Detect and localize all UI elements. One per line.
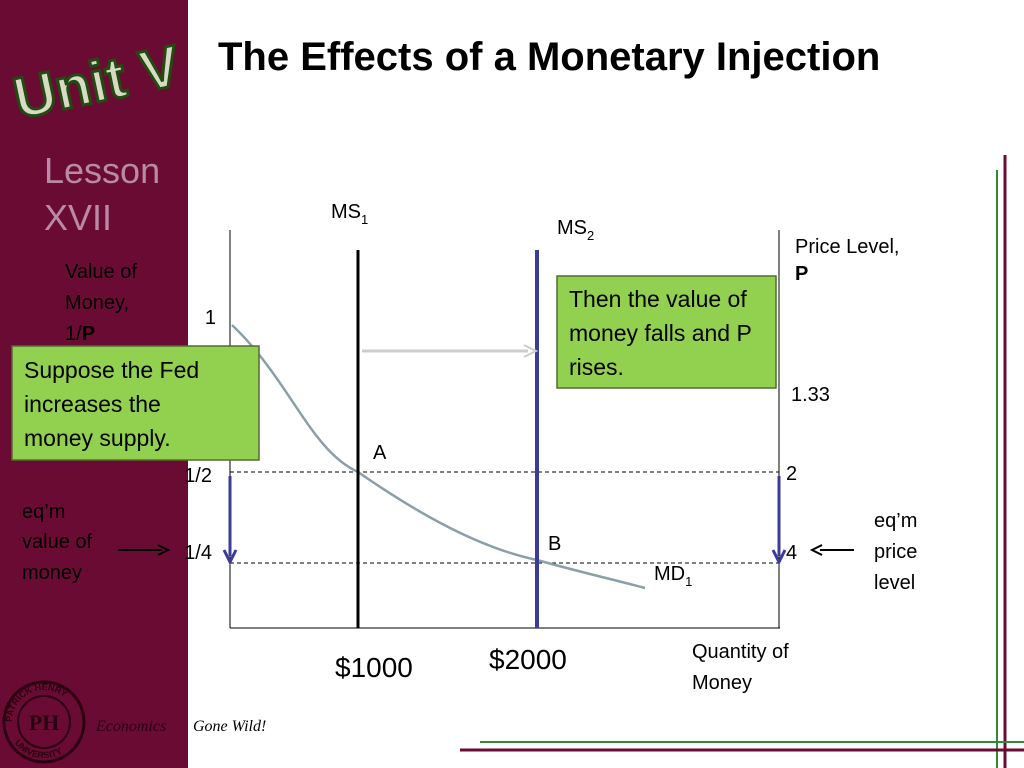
text-part: 1 <box>685 574 692 589</box>
seal-center: PH <box>29 710 60 735</box>
axis-label: Quantity of <box>692 641 789 663</box>
text-part: 1/ <box>65 323 82 345</box>
seal <box>2 680 86 764</box>
axis-label: P <box>795 263 808 285</box>
axis-label: Money, <box>65 292 129 314</box>
lesson: Lesson <box>44 150 160 191</box>
pointer-arrow <box>809 544 823 556</box>
seal <box>17 695 71 749</box>
eqm-price: level <box>874 572 915 594</box>
text-part: MS <box>331 201 361 223</box>
eqm-value: eq’m <box>22 501 65 523</box>
axis-label: Value of <box>65 261 137 283</box>
money-demand-curve <box>231 324 646 590</box>
tick-label: 1 <box>205 307 216 329</box>
down-arrow <box>771 549 787 566</box>
lesson: XVII <box>44 197 112 238</box>
callout-text: increases the <box>24 391 161 417</box>
tick-label: 1/4 <box>184 542 212 564</box>
callout <box>556 275 777 389</box>
eqm-price: eq’m <box>874 510 917 532</box>
md1-label: MD1 <box>654 563 692 589</box>
axis-label: 1/P <box>65 323 95 345</box>
text-part: P <box>82 323 95 345</box>
down-arrow <box>222 549 238 566</box>
callout-text: Then the value of <box>569 286 747 312</box>
pointer-arrow <box>157 544 171 556</box>
text-part: 2 <box>587 228 594 243</box>
quantity-label: $2000 <box>489 644 567 675</box>
ms1-label: MS1 <box>331 201 368 227</box>
brand: Economics <box>95 718 166 735</box>
eqm-value: value of <box>22 531 92 553</box>
shift-arrow <box>523 344 539 358</box>
axis-label: Money <box>692 672 752 694</box>
ms2-label: MS2 <box>557 217 594 243</box>
eqm-value: money <box>22 562 82 584</box>
point-label: A <box>373 442 387 464</box>
callout-text: Suppose the Fed <box>24 357 199 383</box>
tick-label: 4 <box>786 542 797 564</box>
eqm-price: price <box>874 541 917 563</box>
text-part: MD <box>654 563 685 585</box>
callout-text: rises. <box>569 354 624 380</box>
callout-text: money supply. <box>24 425 171 451</box>
text-part: MS <box>557 217 587 239</box>
callout-text: money falls and P <box>569 320 752 346</box>
point-label: B <box>548 533 561 555</box>
axis-label: Price Level, <box>795 236 900 258</box>
title: The Effects of a Monetary Injection <box>218 35 880 79</box>
quantity-label: $1000 <box>335 652 413 683</box>
callout <box>11 345 260 461</box>
tick-label: 1/2 <box>184 465 212 487</box>
brand: Gone Wild! <box>193 718 266 735</box>
tick-label: 1.33 <box>791 384 830 406</box>
text-part: 1 <box>361 212 368 227</box>
tick-label: 2 <box>786 463 797 485</box>
